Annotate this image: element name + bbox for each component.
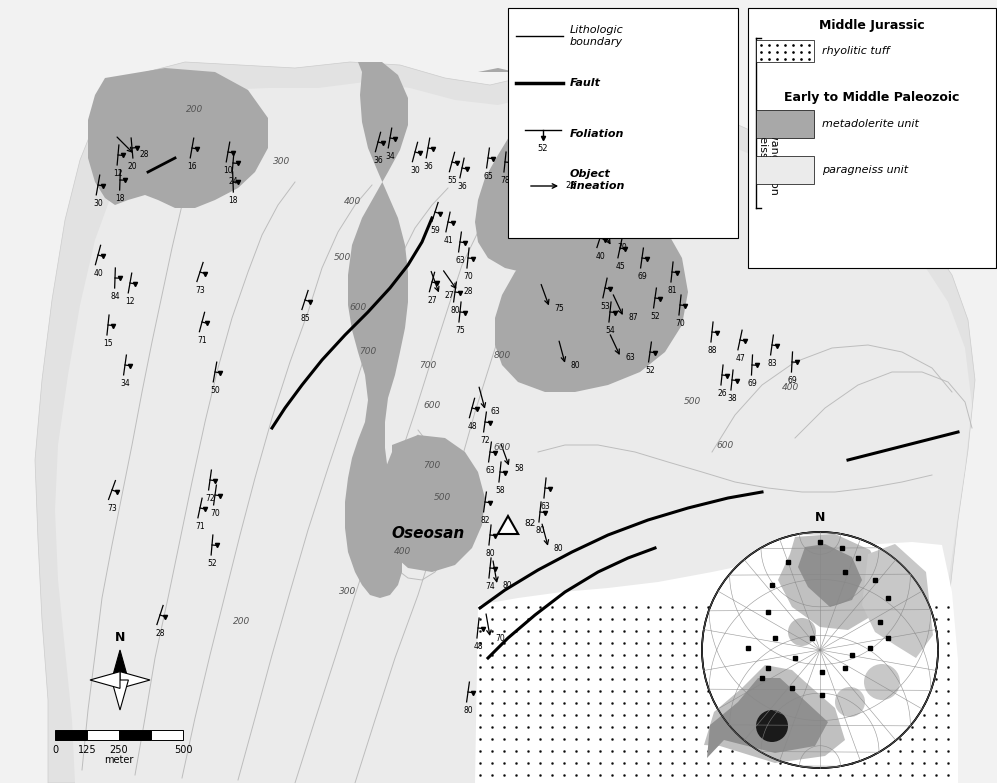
Text: 80: 80 [502,581,512,590]
Text: Object
lineation: Object lineation [570,169,625,191]
Bar [756,40,814,62]
Polygon shape [35,62,975,783]
Text: 34: 34 [385,152,395,161]
Text: 63: 63 [491,407,500,416]
Polygon shape [380,435,485,572]
Text: 15: 15 [103,339,113,348]
FancyBboxPatch shape [748,8,996,268]
Bar [151,730,183,740]
Text: 74: 74 [486,582,495,591]
Text: Fault: Fault [570,78,601,88]
Text: 12: 12 [114,169,123,178]
Text: 18: 18 [116,194,125,203]
Text: 75: 75 [554,304,564,312]
Polygon shape [704,665,845,763]
Polygon shape [345,62,408,598]
Text: 28: 28 [463,287,473,296]
Polygon shape [498,516,518,534]
Text: 20: 20 [128,162,137,171]
Text: 88: 88 [707,346,717,355]
Text: 600: 600 [349,304,367,312]
Text: 28: 28 [565,182,575,190]
FancyBboxPatch shape [508,8,738,238]
Text: 58: 58 [496,486,504,495]
Text: 40: 40 [595,252,605,261]
Text: 200: 200 [186,106,203,114]
Bar [756,110,814,138]
Text: 53: 53 [600,302,610,311]
Text: 48: 48 [468,422,477,431]
Polygon shape [778,534,885,630]
Text: 28: 28 [156,629,165,638]
Text: 36: 36 [458,182,467,191]
Text: 0: 0 [52,745,58,755]
Text: 52: 52 [537,144,548,153]
Text: 125: 125 [78,745,97,755]
Text: 18: 18 [228,196,237,205]
Text: 41: 41 [444,236,453,245]
Polygon shape [88,68,268,208]
Text: 63: 63 [455,256,465,265]
Text: N: N [815,511,826,524]
Polygon shape [707,678,828,758]
Circle shape [835,687,865,717]
Text: Oseosan: Oseosan [392,525,465,540]
Text: 400: 400 [343,197,361,207]
Text: 30: 30 [93,199,103,208]
Text: 700: 700 [359,348,377,356]
Text: 82: 82 [481,516,490,525]
Circle shape [788,618,816,646]
Text: 70: 70 [496,634,505,644]
Polygon shape [862,544,933,658]
Text: 34: 34 [120,379,130,388]
Text: 700: 700 [420,360,437,370]
Bar [87,730,119,740]
Bar [55,730,87,740]
Text: 71: 71 [195,522,204,531]
Text: 500: 500 [173,745,192,755]
Text: 81: 81 [667,286,677,295]
Text: 36: 36 [373,156,383,165]
Text: 40: 40 [93,269,103,278]
Text: 27: 27 [427,296,437,305]
Text: 80: 80 [570,361,580,370]
Text: 72: 72 [205,494,214,503]
Text: 85: 85 [300,314,310,323]
Text: 70: 70 [675,319,685,328]
Text: 16: 16 [187,162,196,171]
Text: 80: 80 [553,544,563,553]
Text: Foliation: Foliation [570,129,624,139]
Text: 400: 400 [394,547,411,557]
Bar [756,156,814,184]
Text: Gwangcheon
gneiss: Gwangcheon gneiss [757,123,779,196]
Text: 10: 10 [223,166,233,175]
Text: 36: 36 [423,162,433,171]
Text: 78: 78 [500,176,509,185]
Circle shape [864,664,900,700]
Text: 300: 300 [339,587,357,597]
Polygon shape [112,650,129,680]
Text: 70: 70 [464,272,473,281]
Text: 84: 84 [111,292,120,301]
Text: 500: 500 [434,493,451,503]
Text: 55: 55 [447,176,457,185]
Text: 69: 69 [637,272,647,281]
Text: 63: 63 [486,466,495,475]
Polygon shape [120,672,150,688]
Text: 38: 38 [727,394,737,403]
Text: meter: meter [105,755,134,765]
Polygon shape [495,195,688,392]
Text: 500: 500 [333,254,351,262]
Text: 48: 48 [474,642,483,651]
Text: 80: 80 [486,549,495,558]
Text: 400: 400 [782,384,799,392]
Text: 69: 69 [787,376,797,385]
Text: 700: 700 [424,460,441,470]
Polygon shape [55,82,972,783]
Polygon shape [475,542,958,783]
Text: 63: 63 [540,502,550,511]
Text: 600: 600 [717,441,734,449]
Text: N: N [115,631,126,644]
Circle shape [756,710,788,742]
